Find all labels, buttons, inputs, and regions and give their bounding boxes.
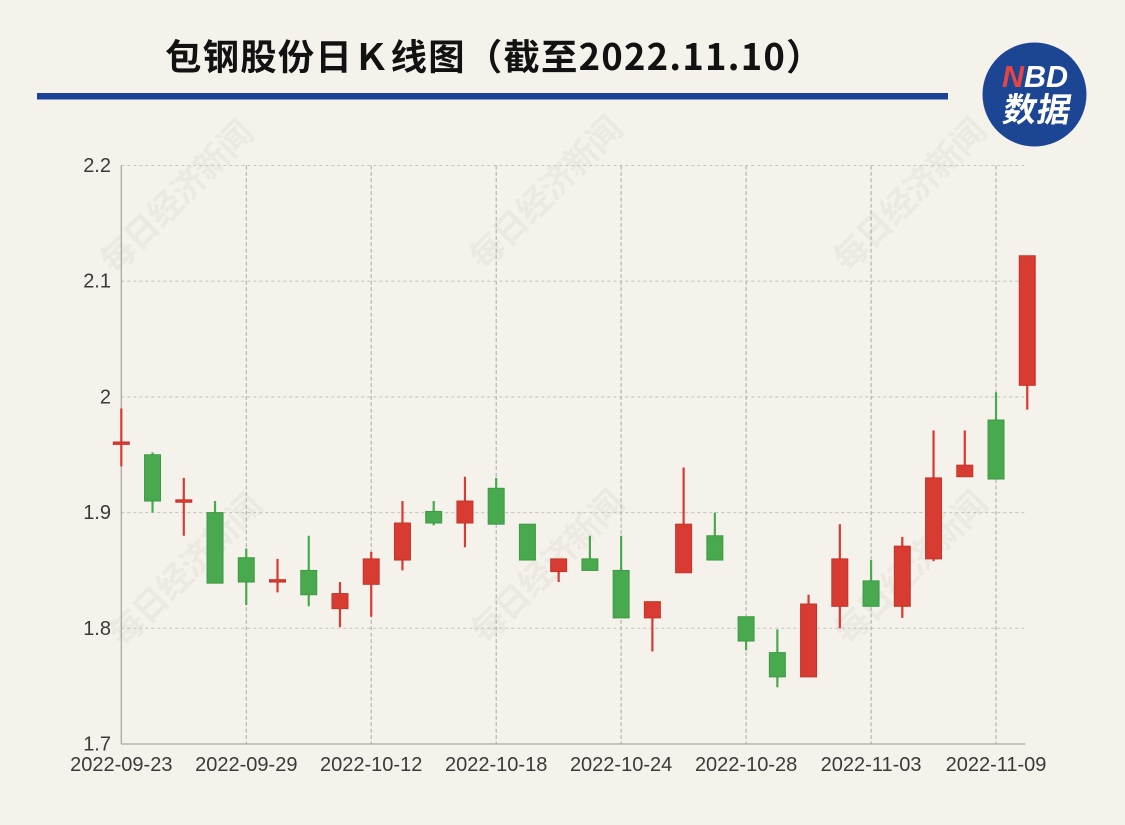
svg-text:1.8: 1.8 (83, 618, 111, 640)
svg-text:2022-11-09: 2022-11-09 (946, 754, 1047, 776)
svg-text:2022-09-29: 2022-09-29 (195, 754, 297, 776)
svg-text:2: 2 (100, 386, 111, 408)
svg-text:2022-09-23: 2022-09-23 (70, 754, 172, 776)
svg-text:NBD: NBD (1002, 60, 1068, 94)
svg-text:2.2: 2.2 (83, 155, 111, 177)
svg-text:2022-10-24: 2022-10-24 (570, 754, 672, 776)
svg-text:2022-11-03: 2022-11-03 (821, 754, 922, 776)
svg-text:2.1: 2.1 (83, 271, 111, 293)
svg-text:2022-10-12: 2022-10-12 (320, 754, 422, 776)
svg-text:1.9: 1.9 (83, 502, 111, 524)
svg-text:2022-10-18: 2022-10-18 (445, 754, 547, 776)
svg-text:2022-10-28: 2022-10-28 (695, 754, 797, 776)
svg-text:1.7: 1.7 (83, 734, 111, 756)
